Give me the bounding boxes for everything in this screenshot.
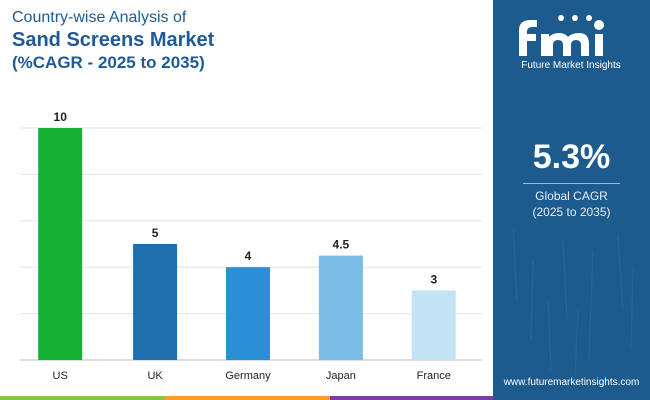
metric-divider bbox=[523, 183, 620, 184]
global-cagr-label-line2: (2025 to 2035) bbox=[532, 205, 611, 219]
global-cagr-label-line1: Global CAGR bbox=[535, 189, 608, 203]
title-line-1: Country-wise Analysis of bbox=[12, 9, 187, 26]
x-tick-label-japan: Japan bbox=[326, 370, 356, 382]
data-label-france: 3 bbox=[430, 272, 437, 286]
chart-title: Country-wise Analysis of Sand Screens Ma… bbox=[12, 8, 214, 74]
logo-dot-icon bbox=[572, 15, 578, 21]
data-label-germany: 4 bbox=[245, 249, 252, 263]
bottom-bar-orange bbox=[165, 396, 330, 400]
logo-dot-icon bbox=[558, 15, 564, 21]
website-link[interactable]: www.futuremarketinsights.com bbox=[503, 377, 640, 388]
x-tick-label-france: France bbox=[417, 370, 451, 382]
global-cagr-value: 5.3% bbox=[532, 138, 611, 176]
x-tick-label-germany: Germany bbox=[225, 370, 271, 382]
bar-uk bbox=[133, 244, 178, 360]
data-label-japan: 4.5 bbox=[333, 238, 350, 252]
fmi-logo-mark: fmi bbox=[519, 14, 604, 56]
x-tick-label-uk: UK bbox=[147, 370, 163, 382]
bar-us bbox=[38, 128, 83, 360]
bar-germany bbox=[226, 267, 270, 360]
logo-dot-icon bbox=[586, 15, 592, 21]
data-label-uk: 5 bbox=[152, 226, 159, 240]
x-tick-label-us: US bbox=[53, 370, 68, 382]
title-line-2: Sand Screens Market bbox=[12, 29, 215, 51]
global-cagr-label: Global CAGR (2025 to 2035) bbox=[493, 188, 650, 220]
bottom-bar-green bbox=[0, 396, 165, 400]
bottom-bar-purple bbox=[330, 396, 493, 400]
bar-france bbox=[411, 290, 456, 360]
data-label-us: 10 bbox=[54, 110, 68, 124]
bar-chart: 10 US 5 UK 4 Germany 4.5 Japan 3 France bbox=[20, 110, 482, 382]
summary-panel: fmi Future Market Insights 5.3% Global C… bbox=[493, 0, 650, 400]
brand-name: Future Market Insights bbox=[521, 60, 621, 71]
panel-texture bbox=[512, 229, 634, 376]
bar-japan bbox=[318, 255, 363, 360]
fmi-logo: fmi Future Market Insights bbox=[511, 8, 631, 74]
title-line-3: (%CAGR - 2025 to 2035) bbox=[12, 53, 205, 72]
